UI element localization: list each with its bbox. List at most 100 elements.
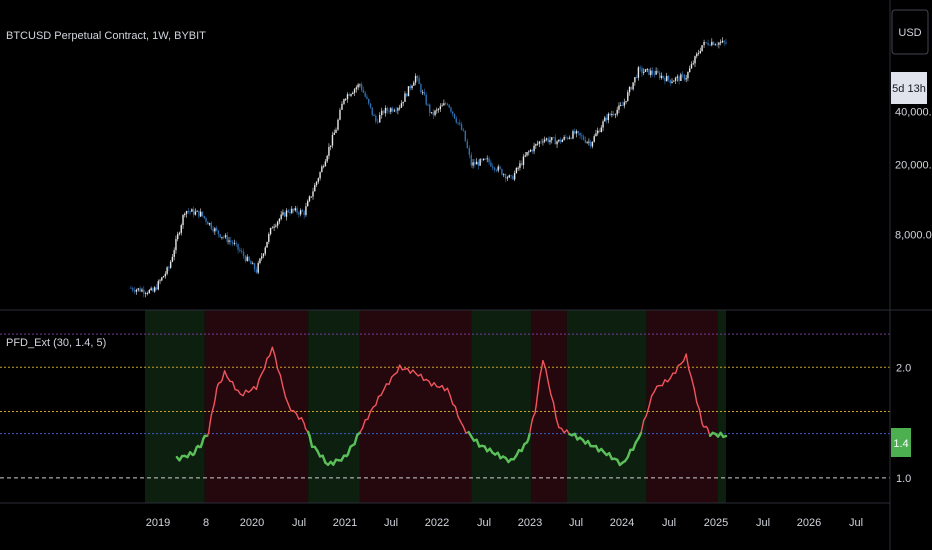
indicator-segment: [544, 367, 549, 383]
candle: [307, 199, 309, 207]
candle: [348, 92, 350, 97]
indicator-segment: [420, 373, 425, 381]
candle: [607, 112, 610, 124]
indicator-segment: [538, 374, 541, 384]
candle: [662, 75, 664, 80]
indicator-segment: [536, 382, 540, 395]
candle: [543, 136, 546, 144]
indicator-segment: [706, 427, 710, 433]
time-axis-tick-label: 2022: [425, 517, 449, 529]
candle: [379, 112, 381, 123]
candle: [579, 132, 581, 139]
indicator-segment: [693, 387, 698, 404]
candle: [651, 67, 654, 77]
indicator-segment: [210, 409, 214, 416]
candle: [683, 74, 686, 82]
candle: [586, 141, 588, 144]
candle: [582, 134, 585, 141]
candle: [212, 225, 214, 234]
candle: [257, 260, 259, 275]
candle: [575, 129, 578, 138]
candle: [266, 241, 268, 248]
candle: [457, 122, 459, 126]
candles-group: [130, 37, 727, 298]
price-axis-tick-label: 40,000.0: [895, 106, 932, 118]
indicator-segment: [276, 368, 281, 376]
candle: [566, 136, 569, 141]
candle: [472, 158, 474, 169]
time-axis[interactable]: 2019 8 2020 Jul 2021 Jul 2022 Jul 2023 Jul 2024 Jul…: [146, 517, 863, 529]
candle: [400, 100, 403, 108]
candle: [248, 256, 250, 262]
candle: [572, 129, 574, 140]
candle: [714, 43, 717, 46]
candle: [678, 74, 680, 85]
candle: [425, 92, 427, 106]
candle: [707, 39, 709, 46]
candle: [299, 208, 302, 217]
candle: [289, 208, 291, 216]
indicator-segment: [396, 364, 401, 374]
candle: [535, 143, 537, 150]
candle: [200, 208, 202, 218]
candle: [154, 285, 156, 293]
time-axis-tick-label: 2023: [518, 517, 542, 529]
candle: [673, 80, 675, 82]
candle: [477, 159, 480, 170]
indicator-pane[interactable]: [0, 333, 890, 479]
candle: [315, 181, 318, 187]
candle: [621, 101, 624, 106]
currency-button[interactable]: USD: [891, 9, 929, 55]
price-pane[interactable]: [130, 37, 727, 298]
indicator-segment: [441, 384, 446, 392]
indicator-segment: [383, 383, 388, 391]
candle: [345, 98, 347, 102]
candle: [589, 140, 592, 149]
candle: [383, 109, 385, 115]
candle: [538, 140, 541, 147]
candle: [364, 91, 366, 98]
indicator-segment: [271, 346, 276, 357]
candle: [660, 72, 663, 80]
indicator-segment: [690, 377, 695, 390]
candle: [310, 196, 312, 198]
indicator-segment: [640, 419, 645, 434]
candle: [273, 223, 275, 231]
candle: [224, 233, 227, 239]
current-value-label: 1.4: [893, 438, 908, 450]
indicator-segment: [650, 390, 656, 397]
candle: [650, 67, 652, 78]
candle: [519, 160, 521, 171]
candle: [150, 286, 152, 291]
candle: [657, 68, 659, 74]
candle: [333, 129, 335, 135]
candle: [133, 286, 136, 295]
candle: [495, 168, 498, 173]
indicator-segment: [258, 373, 263, 380]
indicator-axis[interactable]: 2.0 1.0: [896, 362, 911, 485]
time-axis-tick-label: 2024: [610, 517, 634, 529]
candle: [635, 74, 638, 79]
indicator-segment: [268, 346, 274, 357]
indicator-segment: [242, 389, 247, 397]
indicator-segment: [388, 376, 393, 385]
candle: [561, 138, 564, 143]
candle: [269, 227, 272, 236]
candle: [437, 107, 440, 113]
candle: [228, 237, 230, 245]
candle: [721, 37, 724, 44]
candle: [611, 110, 613, 118]
candle: [335, 127, 337, 134]
candle: [503, 173, 505, 178]
zone-band: [308, 310, 360, 503]
candle: [139, 285, 141, 293]
candle: [520, 160, 523, 167]
indicator-segment: [375, 395, 380, 406]
candle: [141, 287, 143, 293]
candle: [280, 210, 282, 221]
candle: [413, 80, 415, 86]
candle: [397, 107, 399, 115]
countdown-badge: 5d 13h: [891, 72, 927, 104]
price-axis[interactable]: 40,000.0 20,000.0 8,000.0: [895, 106, 932, 241]
